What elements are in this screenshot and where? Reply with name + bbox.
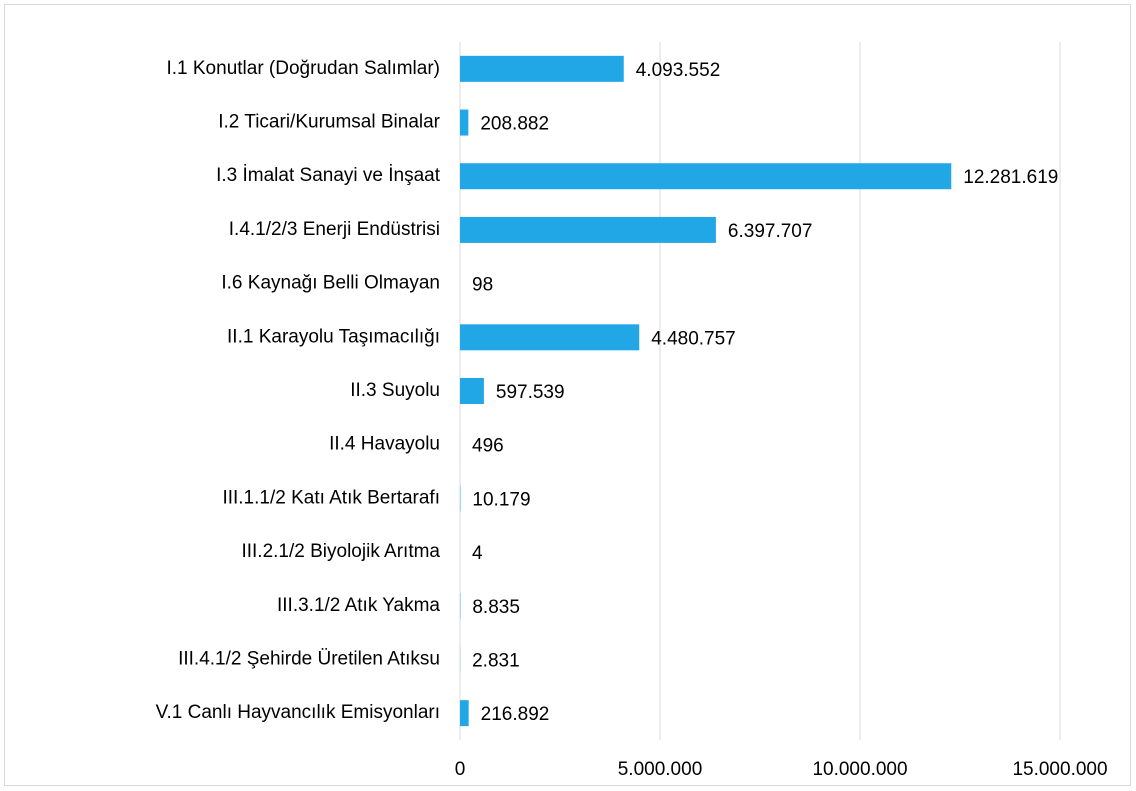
x-tick-label: 0 [455, 759, 466, 780]
category-label: III.4.1/2 Şehirde Üretilen Atıksu [178, 648, 440, 669]
category-label: III.3.1/2 Atık Yakma [277, 595, 440, 616]
bar [460, 378, 484, 404]
bar [460, 216, 716, 243]
category-label: I.3 İmalat Sanayi ve İnşaat [216, 165, 441, 186]
category-label: I.4.1/2/3 Enerji Endüstrisi [229, 219, 440, 240]
x-tick-label: 5.000.000 [618, 759, 703, 780]
value-label: 10.179 [472, 489, 530, 510]
bar [460, 109, 469, 136]
chart-border [4, 4, 1131, 786]
bar [460, 324, 640, 351]
x-tick-label: 10.000.000 [812, 759, 907, 780]
value-label: 6.397.707 [728, 221, 813, 242]
category-label: II.1 Karayolu Taşımacılığı [227, 326, 440, 347]
bar [460, 163, 952, 190]
category-label: I.1 Konutlar (Doğrudan Salımlar) [166, 58, 440, 79]
value-label: 496 [472, 436, 504, 457]
bar [460, 55, 624, 82]
category-label: III.1.1/2 Katı Atık Bertarafı [222, 487, 440, 508]
value-label: 597.539 [496, 382, 565, 403]
value-label: 4.093.552 [636, 60, 721, 81]
value-label: 4 [472, 543, 483, 564]
value-label: 8.835 [472, 597, 520, 618]
category-label: II.4 Havayolu [329, 434, 440, 455]
value-label: 98 [472, 275, 493, 296]
value-label: 2.831 [472, 650, 520, 671]
category-label: II.3 Suyolu [350, 380, 440, 401]
value-label: 12.281.619 [963, 167, 1058, 188]
category-label: I.6 Kaynağı Belli Olmayan [221, 273, 440, 294]
value-label: 216.892 [481, 704, 550, 725]
category-label: V.1 Canlı Hayvancılık Emisyonları [156, 702, 440, 723]
category-label: III.2.1/2 Biyolojik Arıtma [241, 541, 440, 562]
category-label: I.2 Ticari/Kurumsal Binalar [218, 112, 440, 133]
x-tick-label: 15.000.000 [1012, 759, 1107, 780]
value-label: 208.882 [480, 114, 549, 135]
value-label: 4.480.757 [651, 328, 736, 349]
bar [460, 700, 469, 727]
